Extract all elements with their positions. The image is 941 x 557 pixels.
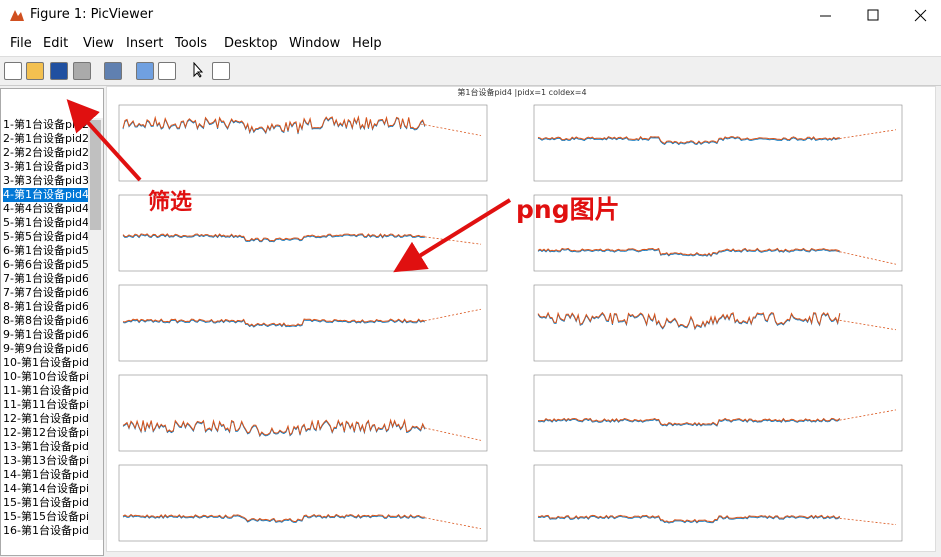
scroll-thumb[interactable]	[90, 120, 101, 230]
image-title: 第1台设备pid4 |pidx=1 coldex=4	[457, 87, 586, 97]
list-item[interactable]: 10-第1台设备pid7	[3, 356, 88, 369]
plot-line	[835, 129, 897, 140]
plot-line	[835, 409, 897, 422]
plot-line	[537, 137, 840, 146]
window-title: Figure 1: PicViewer	[30, 7, 154, 22]
link-button[interactable]	[104, 62, 122, 80]
plot-line	[420, 516, 482, 530]
annotation: 筛选	[148, 190, 193, 215]
plot-line	[122, 233, 425, 242]
menu-item[interactable]: File	[10, 36, 32, 51]
list-item[interactable]: 12-第1台设备pid7	[3, 412, 88, 425]
list-item[interactable]: 15-第15台设备pic	[3, 510, 88, 523]
list-item[interactable]: 3-第3台设备pid3	[3, 174, 88, 187]
list-item[interactable]: 3-第1台设备pid3	[3, 160, 88, 173]
list-item[interactable]: 1-第1台设备pid2	[3, 118, 88, 131]
list-item[interactable]: 13-第1台设备pid8	[3, 440, 88, 453]
list-item[interactable]: 10-第10台设备pic	[3, 370, 88, 383]
plot-line	[420, 308, 482, 322]
list-item[interactable]: 9-第9台设备pid6	[3, 342, 88, 355]
window-controls[interactable]	[812, 8, 932, 24]
list-item[interactable]: 12-第12台设备pic	[3, 426, 88, 439]
plot-frame	[533, 104, 903, 182]
legend-button[interactable]	[158, 62, 176, 80]
list-item[interactable]: 7-第7台设备pid6	[3, 286, 88, 299]
plot-line	[537, 248, 840, 258]
save-button[interactable]	[50, 62, 68, 80]
colorbar-button[interactable]	[136, 62, 154, 80]
list-item[interactable]: 14-第1台设备pid9	[3, 468, 88, 481]
plot-frame	[533, 284, 903, 362]
menu-item[interactable]: View	[83, 36, 114, 51]
plot-frame	[118, 284, 488, 362]
plot-frame	[533, 194, 903, 272]
plot-frame	[533, 464, 903, 542]
plot-line	[122, 319, 425, 328]
property-button[interactable]	[212, 62, 230, 80]
title-bar: Figure 1: PicViewer	[0, 0, 941, 30]
menu-item[interactable]: Edit	[43, 36, 69, 51]
pointer-button[interactable]	[190, 61, 206, 78]
plot-line	[835, 319, 897, 331]
menu-item[interactable]: Tools	[175, 36, 208, 51]
list-item[interactable]: 15-第1台设备pid1	[3, 496, 88, 509]
list-item[interactable]: 4-第4台设备pid4	[3, 202, 88, 215]
plot-line	[537, 514, 841, 523]
list-item[interactable]: 13-第13台设备pic	[3, 454, 88, 467]
png-image: 第1台设备pid4 |pidx=1 coldex=4	[106, 86, 936, 552]
plot-line	[122, 513, 425, 522]
toolbar	[0, 56, 941, 86]
plot-line	[122, 514, 425, 523]
new-button[interactable]	[4, 62, 22, 80]
plot-line	[122, 115, 426, 134]
menu-item[interactable]: Insert	[126, 36, 164, 51]
list-item[interactable]: 8-第8台设备pid6	[3, 314, 88, 327]
plot-line	[122, 418, 426, 437]
plot-line	[122, 419, 426, 438]
menu-item[interactable]: Desktop	[224, 36, 278, 51]
menu-item[interactable]: Window	[289, 36, 341, 51]
annotation: png图片	[516, 195, 620, 224]
plot-frame	[118, 374, 488, 452]
plot-line	[537, 135, 840, 145]
plot-line	[835, 517, 897, 526]
list-item[interactable]: 4-第1台设备pid4	[3, 188, 88, 202]
plot-line	[537, 247, 840, 257]
plot-line	[420, 426, 482, 441]
list-item[interactable]: 11-第11台设备pic	[3, 398, 88, 411]
list-item[interactable]: 2-第2台设备pid2	[3, 146, 88, 159]
plot-line	[537, 417, 841, 426]
plot-image: 第1台设备pid4 |pidx=1 coldex=4	[118, 87, 903, 542]
plot-line	[537, 515, 841, 524]
list-item[interactable]: 6-第1台设备pid5	[3, 244, 88, 257]
list-item[interactable]: 16-第1台设备pid1	[3, 524, 88, 537]
list-item[interactable]: 8-第1台设备pid6	[3, 300, 88, 313]
plot-line	[122, 234, 425, 243]
list-item[interactable]: 5-第1台设备pid4	[3, 216, 88, 229]
list-item[interactable]: 6-第6台设备pid5	[3, 258, 88, 271]
plot-line	[122, 318, 426, 327]
list-item[interactable]: 5-第5台设备pid4	[3, 230, 88, 243]
plot-frame	[118, 104, 488, 182]
menu-bar: File Edit View Insert Tools Desktop Window Help	[0, 30, 941, 56]
menu-item[interactable]: Help	[352, 36, 382, 51]
app-icon	[10, 10, 24, 21]
plot-line	[835, 250, 897, 265]
list-item[interactable]: 2-第1台设备pid2	[3, 132, 88, 145]
plot-frame	[118, 464, 488, 542]
plot-line	[537, 418, 841, 427]
plot-line	[420, 235, 482, 245]
list-item[interactable]: 7-第1台设备pid6	[3, 272, 88, 285]
open-button[interactable]	[26, 62, 44, 80]
plot-frame	[533, 374, 903, 452]
list-item[interactable]: 11-第1台设备pid7	[3, 384, 88, 397]
list-item[interactable]: 14-第14台设备pic	[3, 482, 88, 495]
scrollbar[interactable]	[88, 118, 103, 540]
plot-line	[420, 123, 482, 136]
list-item[interactable]: 9-第1台设备pid6	[3, 328, 88, 341]
print-button[interactable]	[73, 62, 91, 80]
plot-line	[537, 311, 841, 330]
